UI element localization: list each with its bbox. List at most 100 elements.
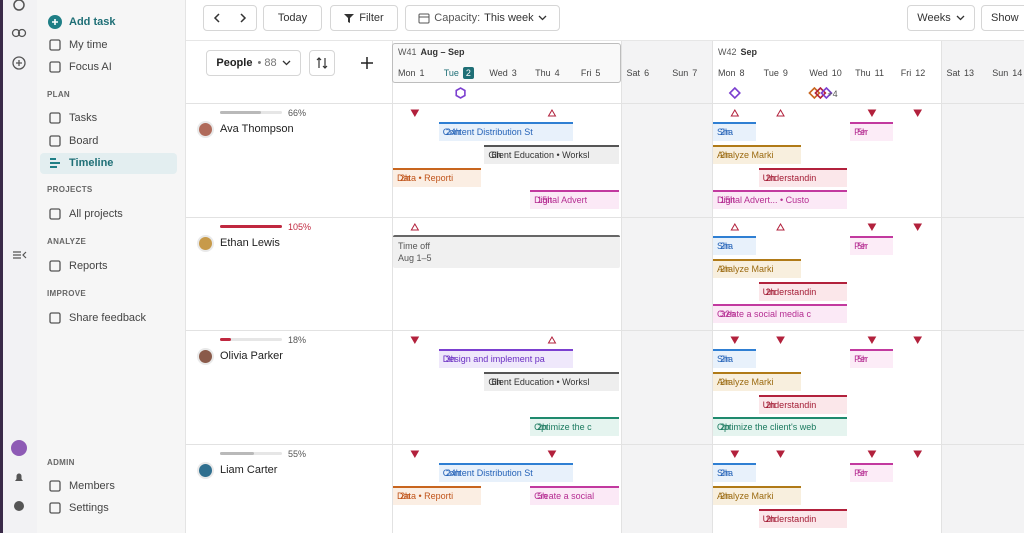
task-bar[interactable]: Understandin 2h [758,281,848,301]
task-bar[interactable]: Sha 2h [712,236,756,255]
today-label[interactable]: Today [277,12,308,24]
task-bar[interactable]: Optimize the c 2h [530,417,619,437]
sort-button[interactable] [309,50,335,76]
task-bar[interactable]: Data • Reporti 2h [393,167,482,187]
task-label[interactable]: Analyze Marki [716,490,774,501]
nav-icon[interactable] [48,501,62,515]
task-hours[interactable]: 2h [719,490,730,501]
next-icon[interactable] [239,13,247,23]
task-hours[interactable]: 5h [857,127,868,137]
task-bar[interactable]: Client Education • Worksl 6h [484,144,619,164]
task-hours[interactable]: 2h [400,490,411,501]
task-bar[interactable]: Sha 2h [712,463,756,482]
task-label[interactable]: Per [854,241,869,251]
task-bar[interactable]: Content Distribution St 24h [438,122,573,141]
task-label[interactable]: Sha [716,468,733,478]
nav-icon[interactable] [48,38,62,52]
add-person[interactable] [361,57,373,69]
prev-icon[interactable] [213,13,221,23]
task-hours[interactable]: 6h [491,149,502,160]
task-bar[interactable]: Per 5h [850,122,893,141]
capacity-label[interactable]: Capacity: [434,12,481,24]
task-hours[interactable]: 2h [719,149,730,160]
task-hours[interactable]: 2h [719,354,730,364]
nav-item[interactable]: Board [69,135,99,147]
task-hours[interactable]: 2h [537,422,548,433]
nav-icon[interactable] [48,60,62,74]
task-label[interactable]: Sha [716,354,733,364]
task-label[interactable]: Design and implement pa [442,354,545,364]
task-bar[interactable]: Sha 2h [712,122,756,141]
nav-icon[interactable] [48,15,62,29]
task-hours[interactable]: 2h [719,241,730,251]
chevron[interactable] [282,60,291,66]
task-bar[interactable]: Per 5h [850,349,893,368]
task-bar[interactable]: Understandin 2h [758,167,848,187]
task-label[interactable]: Content Distribution St [442,468,533,478]
task-hours[interactable]: 2h [719,127,730,137]
task-hours[interactable]: 5h [537,490,548,501]
capacity-value[interactable]: This week [484,12,534,24]
task-bar[interactable]: Optimize the client's web 2h [712,417,848,437]
task-bar[interactable]: Understandin 2h [758,394,848,414]
task-label[interactable]: Analyze Marki [716,149,774,160]
nav-icon[interactable] [48,311,62,325]
task-label[interactable]: Client Education • Worksl [488,149,590,160]
task-bar[interactable]: Analyze Marki 2h [712,258,802,278]
task-bar[interactable]: Analyze Marki 2h [712,144,802,164]
people-count[interactable]: • 88 [257,57,277,69]
task-label[interactable]: Optimize the client's web [716,422,817,433]
task-bar[interactable]: Design and implement pa 3h [438,349,573,368]
task-bar[interactable]: Per 5h [850,236,893,255]
person-name[interactable]: Liam Carter [220,464,278,476]
nav-item[interactable]: Settings [69,502,109,514]
task-label[interactable]: Understandin [762,399,817,410]
nav-item[interactable]: Add task [69,16,116,28]
nav-item[interactable]: Share feedback [69,312,147,324]
task-label[interactable]: Sha [716,241,733,251]
task-hours[interactable]: 6h [491,376,502,387]
task-hours[interactable]: 24h [445,468,461,478]
task-bar[interactable]: Understandin 2h [758,508,848,528]
capacity-button[interactable]: Capacity: This week [405,5,560,31]
person-name[interactable]: Ava Thompson [220,123,294,135]
show-label[interactable]: Show [991,12,1019,24]
nav-icon[interactable] [48,111,62,125]
task-hours[interactable]: 5h [857,468,868,478]
task-hours[interactable]: 2h [719,422,730,433]
nav-item[interactable]: Focus AI [69,61,112,73]
nav-icon[interactable] [48,156,62,170]
task-bar[interactable]: Digital Advert 15h [530,190,619,210]
filter-icon[interactable] [344,13,355,23]
nav-item[interactable]: All projects [69,208,123,220]
filter-button[interactable]: Filter [330,5,398,31]
task-bar[interactable]: Client Education • Worksl 6h [484,371,619,391]
task-label[interactable]: Sha [716,127,733,137]
task-hours[interactable]: 2h [765,513,776,524]
scale-button[interactable]: Weeks [907,5,975,31]
task-label[interactable]: Data • Reporti [397,490,454,501]
task-label[interactable]: Understandin [762,172,817,183]
show-button[interactable]: Show [981,5,1024,31]
task-hours[interactable]: 2h [765,286,776,297]
task-label[interactable]: Create a social media c [716,309,812,320]
person-name[interactable]: Ethan Lewis [220,237,280,249]
nav-icon[interactable] [48,479,62,493]
time-off-label[interactable]: Time off [398,241,431,251]
task-bar[interactable]: Analyze Marki 2h [712,485,802,505]
nav-item[interactable]: Members [69,480,115,492]
task-hours[interactable]: 2h [719,468,730,478]
task-label[interactable]: Content Distribution St [442,127,533,137]
nav-icon[interactable] [48,134,62,148]
task-bar[interactable]: Data • Reporti 2h [393,485,482,505]
task-bar[interactable]: Create a social 5h [530,485,619,505]
task-bar[interactable]: Content Distribution St 24h [438,463,573,482]
time-off[interactable]: Time off Aug 1–5 [393,235,620,268]
people-label[interactable]: People [216,57,253,69]
task-label[interactable]: Per [854,468,869,478]
scale-label[interactable]: Weeks [917,12,951,24]
task-hours[interactable]: 3h [445,354,456,364]
task-label[interactable]: Understandin [762,513,817,524]
task-hours[interactable]: 2h [765,399,776,410]
today-button[interactable]: Today [263,5,322,31]
